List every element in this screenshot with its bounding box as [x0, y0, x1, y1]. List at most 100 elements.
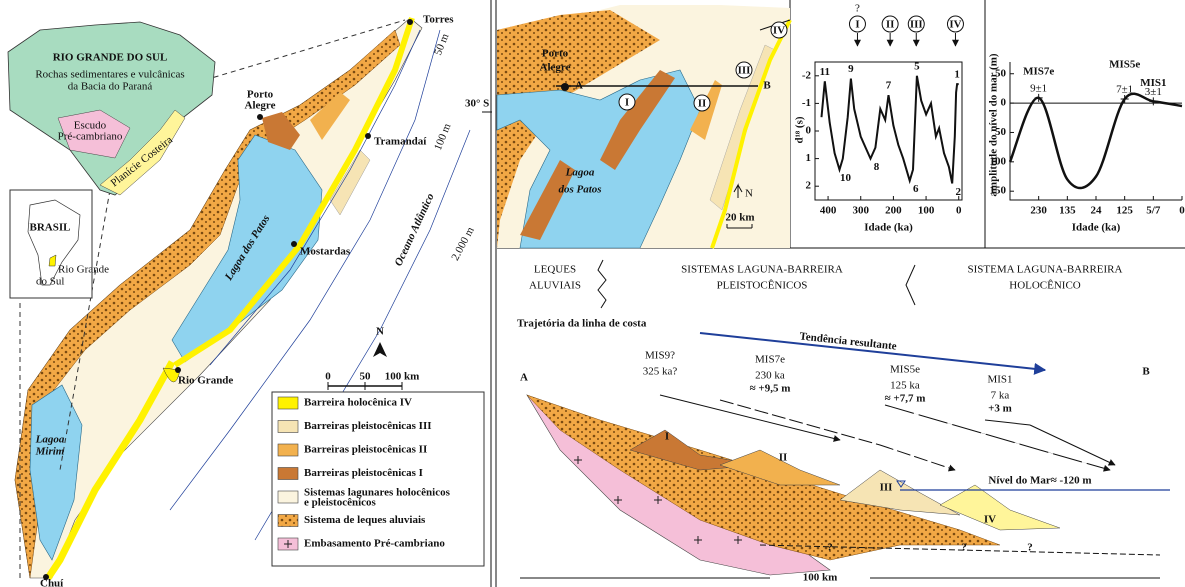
place-label: Chuí — [40, 578, 64, 587]
legend-label: Barreira holocênica IV — [304, 397, 412, 409]
column-header: SISTEMA LAGUNA-BARREIRA — [968, 264, 1123, 276]
stage-label: 9 — [848, 63, 854, 75]
isobath-label: 50 m — [432, 31, 452, 57]
legend-swatch — [278, 421, 298, 433]
stage-label: MIS7e — [1023, 65, 1054, 77]
legend-label: Barreiras pleistocênicas I — [304, 467, 423, 479]
legend-label: Barreiras pleistocênicas II — [304, 444, 427, 456]
x-tick-label: 230 — [1030, 205, 1047, 217]
stage-label: 1 — [954, 69, 960, 81]
barrier-label: II — [779, 452, 788, 464]
barrier-label: III — [880, 482, 893, 494]
state-label: Rio Grande — [58, 264, 109, 276]
unknown-label: ? — [961, 542, 967, 554]
scale-label: 0 — [325, 371, 331, 383]
barrier-label: III — [910, 19, 923, 31]
event-label: MIS5e — [890, 364, 920, 376]
x-axis-label: Idade (ka) — [864, 222, 913, 234]
y-tick-label: -2 — [802, 69, 812, 81]
divider — [491, 0, 496, 587]
unknown-label: ? — [1027, 542, 1033, 554]
barrier-label: IV — [984, 514, 996, 526]
barrier-label: I — [625, 97, 629, 109]
y-axis-label: d¹⁸ (s) — [794, 116, 806, 143]
x-tick-label: 100 — [918, 205, 935, 217]
state-label: do Sul — [36, 276, 64, 288]
legend-swatch — [278, 515, 298, 527]
y-tick-label: 1 — [806, 152, 812, 164]
shoreline-path — [660, 395, 840, 440]
figure: Barreira holocênica IV Barreiras pleistoc… — [0, 0, 1185, 587]
lagoon-label: Lagoa — [565, 167, 595, 179]
stage-label: 8 — [874, 161, 880, 173]
water-label: Lagoa — [35, 434, 65, 446]
point-b: B — [763, 80, 771, 92]
stage-label: MIS5e — [1109, 59, 1140, 71]
column-header: ALUVIAIS — [529, 280, 581, 292]
legend-swatch — [278, 491, 298, 503]
x-tick-label: 135 — [1059, 205, 1076, 217]
stage-label: 6 — [913, 183, 919, 195]
place-label: Alegre — [245, 100, 276, 112]
shield-label: Pré-cambriano — [58, 131, 123, 143]
water-label: Mirim — [35, 446, 65, 458]
stage-label: 11 — [820, 66, 830, 78]
column-header: LEQUES — [534, 264, 576, 276]
state-subtitle: da Bacia do Paraná — [68, 81, 153, 93]
sea-level-curve — [1010, 94, 1182, 188]
legend-label: Barreiras pleistocênicas III — [304, 420, 432, 432]
x-tick-label: 24 — [1091, 205, 1103, 217]
stage-label: 10 — [840, 172, 852, 184]
isobath-label: 2.000 m — [449, 225, 477, 263]
point-b: B — [1142, 366, 1150, 378]
state-inset — [8, 22, 215, 195]
sea-level-label: Nível do Mar≈ -120 m — [988, 475, 1091, 487]
column-header: HOLOCÊNICO — [1009, 280, 1081, 292]
barrier-label: IV — [949, 19, 961, 31]
x-tick-label: 5/7 — [1146, 205, 1161, 217]
x-tick-label: 200 — [885, 205, 902, 217]
stage-label: 7 — [886, 80, 892, 92]
value-label: 9±1 — [1030, 82, 1047, 94]
legend-label: Embasamento Pré-cambriano — [304, 538, 445, 550]
event-label: MIS9? — [645, 350, 675, 362]
shoreline-label: Trajetória da linha de costa — [517, 318, 647, 330]
place-label: Torres — [423, 14, 454, 26]
y-tick-label: -1 — [802, 97, 811, 109]
x-tick-label: 400 — [820, 205, 837, 217]
point-a: A — [520, 372, 528, 384]
event-label: MIS7e — [755, 354, 785, 366]
city-label: Porto — [542, 48, 569, 60]
x-tick-label: 125 — [1116, 205, 1133, 217]
scale-label: 20 km — [725, 212, 754, 224]
country-label: BRASIL — [30, 222, 71, 234]
place-label: Rio Grande — [178, 375, 233, 387]
shoreline-path — [985, 420, 1115, 465]
lagoon-label: dos Patos — [558, 184, 601, 196]
state-title: RIO GRANDE DO SUL — [53, 52, 168, 64]
north-label: N — [745, 188, 753, 200]
scale-label: 50 — [360, 371, 372, 383]
stage-label: 2 — [955, 186, 961, 198]
event-label: 230 ka — [755, 370, 785, 382]
legend-label: Sistema de leques aluviais — [304, 514, 426, 526]
event-label: ≈ +9,5 m — [750, 383, 791, 395]
isotope-curve — [822, 76, 959, 184]
page: Barreira holocênica IV Barreiras pleistoc… — [0, 0, 1185, 587]
shoreline-path — [885, 405, 1110, 470]
north-arrow — [373, 342, 387, 357]
barrier-label: I — [855, 19, 859, 31]
x-tick-label: 300 — [852, 205, 869, 217]
barrier-note: ? — [855, 3, 860, 15]
event-label: 7 ka — [991, 390, 1010, 402]
scale-label: 100 km — [803, 572, 838, 584]
latitude-label: 30° S — [465, 98, 489, 110]
event-label: ≈ +7,7 m — [885, 393, 926, 405]
isobath-label: 100 m — [432, 121, 454, 152]
scale-label: 100 km — [385, 371, 420, 383]
legend-label: e pleistocênicos — [304, 497, 377, 509]
city-dot — [561, 83, 569, 91]
y-axis-label: amplitude do nível do mar (m) — [988, 53, 1000, 196]
place-label: Mostardas — [300, 246, 351, 258]
